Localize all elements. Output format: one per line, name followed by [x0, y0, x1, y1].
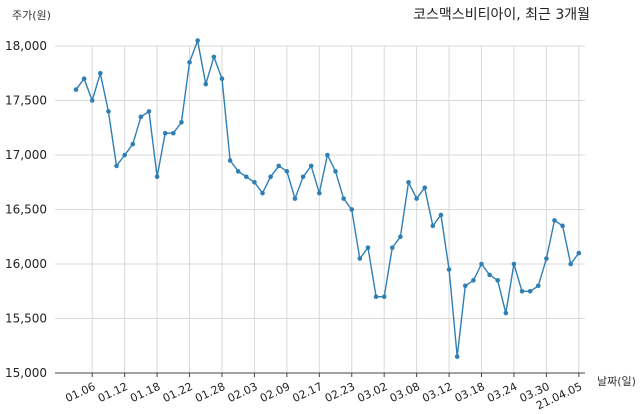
- x-tick-label: 02.09: [258, 380, 292, 405]
- data-point: [430, 223, 436, 229]
- data-point: [235, 169, 241, 174]
- data-point: [162, 130, 168, 136]
- data-point: [446, 267, 452, 272]
- data-point: [381, 294, 387, 300]
- data-point: [552, 218, 557, 223]
- series-line: [75, 37, 580, 357]
- x-tick-label: 03.08: [388, 380, 422, 405]
- data-point: [284, 169, 290, 174]
- data-point: [260, 190, 265, 196]
- data-point: [560, 223, 565, 229]
- x-tick-label: 03.12: [420, 380, 454, 405]
- data-point: [308, 163, 314, 169]
- data-point: [89, 98, 95, 103]
- x-tick-label: 01.22: [161, 380, 195, 405]
- data-point: [154, 174, 160, 180]
- data-point: [479, 261, 484, 267]
- y-tick-label: 16,500: [5, 203, 47, 217]
- data-point: [276, 163, 282, 169]
- y-tick-label: 16,000: [5, 257, 47, 271]
- data-point: [268, 174, 273, 180]
- chart-title: 코스맥스비티아이, 최근 3개월: [413, 7, 590, 23]
- data-point: [487, 272, 492, 278]
- data-point: [406, 179, 411, 185]
- data-point: [373, 294, 379, 300]
- data-point: [325, 152, 330, 158]
- data-point: [187, 60, 192, 65]
- data-point: [122, 152, 127, 158]
- grid: [55, 45, 585, 374]
- y-tick-label: 17,500: [5, 94, 47, 108]
- x-tick-label: 03.24: [485, 380, 519, 405]
- data-point: [98, 70, 103, 76]
- data-point: [227, 158, 233, 163]
- data-point: [535, 283, 541, 289]
- data-point: [389, 245, 395, 250]
- data-point: [454, 354, 460, 359]
- data-point: [219, 76, 225, 81]
- data-point: [503, 310, 509, 316]
- data-point: [357, 256, 363, 261]
- data-point: [527, 288, 533, 294]
- data-point: [195, 38, 200, 43]
- data-point: [495, 278, 501, 283]
- data-point: [398, 234, 403, 240]
- y-tick-label: 17,000: [5, 148, 47, 162]
- data-point: [73, 87, 79, 92]
- data-point: [171, 130, 176, 136]
- x-tick-label: 03.02: [355, 380, 389, 405]
- data-point: [300, 174, 306, 180]
- data-point: [519, 288, 525, 294]
- data-point: [544, 256, 549, 261]
- data-point: [341, 196, 346, 201]
- data-point: [114, 163, 119, 169]
- data-point: [81, 76, 87, 81]
- data-point: [138, 114, 144, 120]
- data-point: [365, 245, 371, 250]
- data-point: [146, 109, 152, 114]
- data-point: [471, 278, 476, 283]
- y-tick-label: 15,500: [5, 312, 47, 326]
- data-point: [422, 185, 428, 190]
- data-point: [511, 261, 517, 267]
- x-tick-label: 03.18: [453, 380, 487, 405]
- x-tick-label: 01.18: [128, 380, 162, 405]
- data-point: [317, 190, 322, 196]
- data-point: [462, 283, 468, 289]
- data-point: [292, 196, 298, 201]
- data-point: [106, 109, 111, 114]
- x-tick-label: 01.06: [63, 380, 97, 405]
- x-tick-labels: 01.0601.1201.1801.2201.2802.0302.0902.17…: [63, 380, 584, 412]
- y-axis-label: 주가(원): [12, 9, 51, 22]
- data-point: [568, 261, 574, 267]
- data-point: [414, 196, 419, 201]
- data-point: [438, 212, 444, 218]
- x-tick-label: 02.23: [323, 380, 357, 405]
- series: [73, 37, 582, 359]
- x-tick-label: 02.17: [291, 380, 325, 405]
- data-point: [203, 81, 209, 87]
- data-point: [244, 174, 249, 180]
- data-point: [576, 250, 582, 256]
- data-point: [211, 54, 217, 60]
- y-tick-label: 15,000: [5, 366, 47, 380]
- data-point: [179, 120, 184, 125]
- x-tick-label: 02.03: [226, 380, 260, 405]
- y-tick-label: 18,000: [5, 39, 47, 53]
- x-tick-label: 01.12: [96, 380, 130, 405]
- axes: [55, 372, 585, 377]
- x-axis-label: 날짜(일): [597, 374, 636, 388]
- x-tick-label: 01.28: [193, 380, 227, 405]
- data-point: [130, 141, 136, 147]
- data-point: [333, 169, 338, 174]
- data-point: [252, 179, 257, 185]
- y-tick-labels: 15,000 15,500 16,000 16,500 17,000 17,500 18,0…: [5, 39, 47, 380]
- data-point: [349, 207, 355, 212]
